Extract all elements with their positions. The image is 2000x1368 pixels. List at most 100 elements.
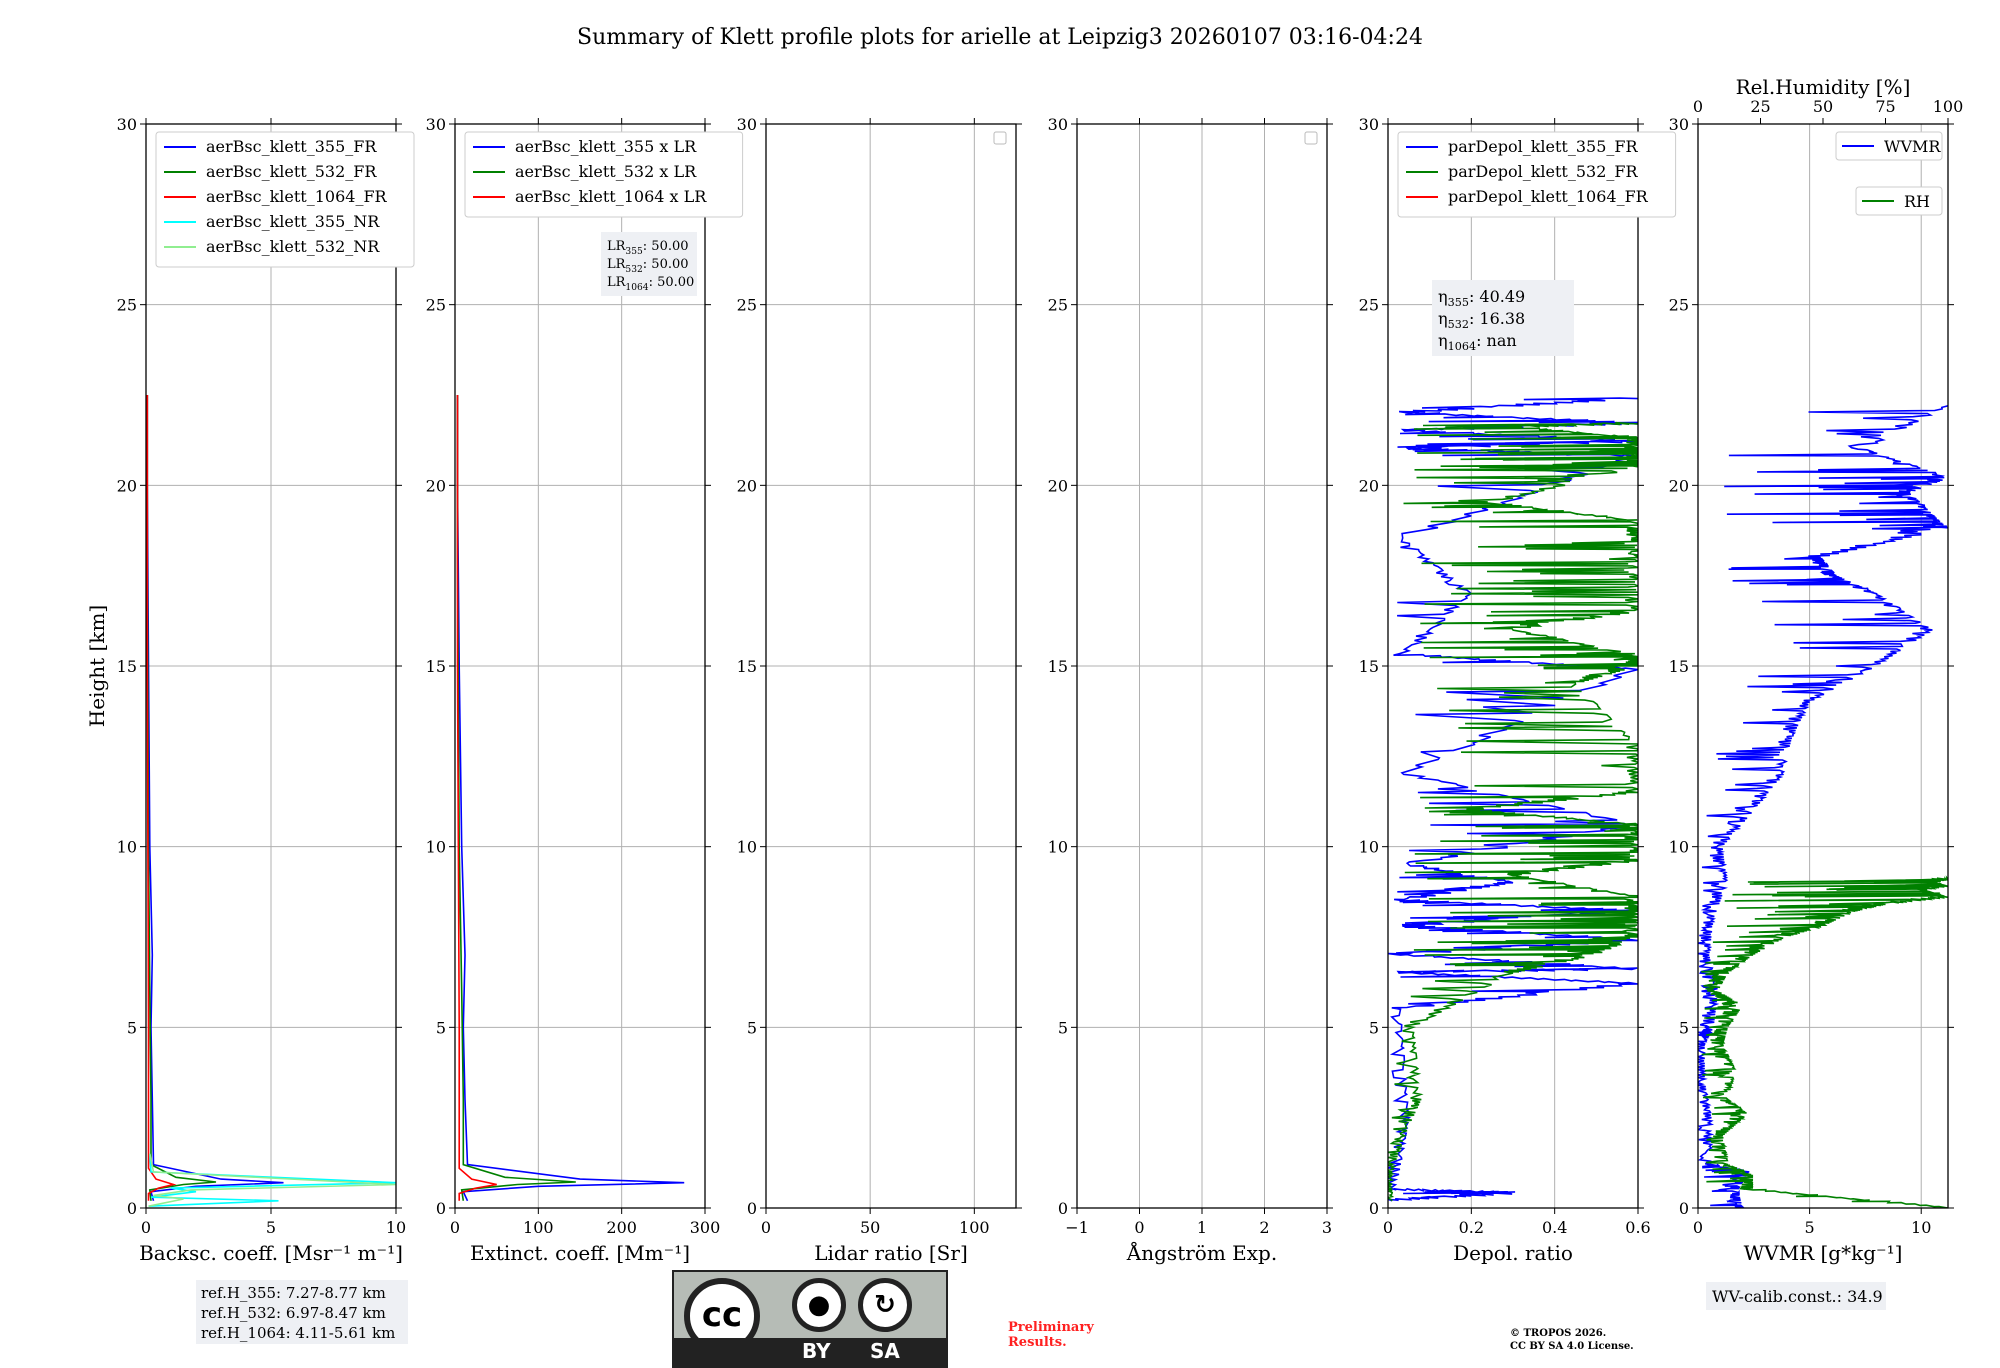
y-tick-label: 15: [426, 657, 446, 676]
annotation-label: η: [1438, 309, 1448, 328]
x-tick-label: 0.4: [1542, 1218, 1567, 1237]
y-tick-label: 5: [1679, 1018, 1689, 1037]
y-tick-label: 10: [1359, 838, 1379, 857]
series-aerBsc_klett_1064 x LR: [456, 395, 497, 1201]
annotation-box: [601, 232, 697, 296]
x-axis-label: Ångström Exp.: [1126, 1240, 1277, 1265]
series-aerBsc_klett_355_FR: [146, 395, 284, 1202]
person-icon: ●: [792, 1278, 846, 1332]
x-tick-label: 1: [1197, 1218, 1207, 1237]
x-tick-label: 5: [1805, 1218, 1815, 1237]
x-axis-label: Backsc. coeff. [Msr⁻¹ m⁻¹]: [139, 1241, 403, 1265]
series-RH: [1701, 875, 1948, 1208]
x-axis-label: WVMR [g*kg⁻¹]: [1744, 1241, 1903, 1265]
annotation-value: : 50.00: [643, 239, 689, 254]
legend-box: [1397, 131, 1677, 218]
x-tick-label: 0: [1693, 1218, 1703, 1237]
annotation-subscript: 355: [625, 247, 643, 257]
empty-legend-box: [1304, 131, 1318, 145]
y-tick-label: 30: [1359, 115, 1379, 134]
y-tick-label: 5: [127, 1018, 137, 1037]
legend-label: parDepol_klett_532_FR: [1448, 162, 1639, 181]
top-x-tick-label: 75: [1875, 97, 1895, 116]
preliminary-line-2: Results.: [1008, 1335, 1067, 1350]
series-parDepol_klett_355_FR: [1388, 397, 1638, 1202]
ref-height-532: ref.H_532: 6.97-8.47 km: [201, 1304, 386, 1322]
preliminary-line-1: Preliminary: [1008, 1320, 1094, 1335]
y-tick-label: 0: [436, 1199, 446, 1218]
copyright-line-1: © TROPOS 2026.: [1510, 1328, 1606, 1339]
x-tick-label: 50: [860, 1218, 880, 1237]
panel-lidar_ratio: 0 50 100 0 5 10 15 20 25 30 Lidar ratio [Sr]: [737, 115, 1022, 1265]
series-aerBsc_klett_355 x LR: [456, 395, 685, 1202]
series-aerBsc_klett_532_FR: [146, 395, 217, 1201]
legend-label: RH: [1904, 192, 1930, 211]
y-tick-label: 0: [127, 1199, 137, 1218]
x-tick-label: 0: [761, 1218, 771, 1237]
ref-height-box: ref.H_355: 7.27-8.77 km ref.H_532: 6.97-…: [196, 1280, 408, 1344]
wv-calib-const: WV-calib.const.: 34.9: [1712, 1287, 1883, 1306]
sa-label: SA: [870, 1339, 900, 1363]
x-tick-label: 0: [1134, 1218, 1144, 1237]
legend-label: aerBsc_klett_1064_FR: [206, 187, 388, 206]
top-x-tick-label: 0: [1693, 97, 1703, 116]
annotation-label: η: [1438, 331, 1448, 350]
y-tick-label: 15: [1669, 657, 1689, 676]
series-aerBsc_klett_1064_FR: [146, 395, 177, 1201]
series-aerBsc_klett_532 x LR: [456, 395, 576, 1201]
annotation-box: [1432, 280, 1574, 356]
legend-box: [1855, 186, 1943, 216]
x-tick-label: −1: [1065, 1218, 1089, 1237]
legend-label: aerBsc_klett_355_FR: [206, 137, 377, 156]
x-tick-label: 100: [959, 1218, 990, 1237]
y-tick-label: 10: [426, 838, 446, 857]
y-tick-label: 30: [426, 115, 446, 134]
series-aerBsc_klett_355_NR: [148, 1153, 396, 1207]
x-tick-label: 0: [141, 1218, 151, 1237]
annotation-line: LR1064: 50.00: [607, 275, 694, 293]
y-tick-label: 20: [426, 476, 446, 495]
figure-title: Summary of Klett profile plots for ariel…: [577, 25, 1423, 50]
y-tick-label: 25: [1669, 296, 1689, 315]
y-tick-label: 25: [426, 296, 446, 315]
annotation-value: : 40.49: [1469, 287, 1525, 306]
x-tick-label: 0: [1383, 1218, 1393, 1237]
y-tick-label: 20: [1359, 476, 1379, 495]
y-tick-label: 15: [117, 657, 137, 676]
y-tick-label: 30: [117, 115, 137, 134]
x-tick-label: 5: [266, 1218, 276, 1237]
y-tick-label: 30: [1669, 115, 1689, 134]
legend-label: aerBsc_klett_355_NR: [206, 212, 380, 231]
legend-box: [155, 131, 415, 268]
by-label: BY: [802, 1339, 831, 1363]
y-tick-label: 5: [436, 1018, 446, 1037]
legend-label: aerBsc_klett_355 x LR: [515, 137, 697, 156]
y-tick-label: 30: [1048, 115, 1068, 134]
y-tick-label: 0: [1679, 1199, 1689, 1218]
y-tick-label: 25: [1048, 296, 1068, 315]
legend-label: aerBsc_klett_1064 x LR: [515, 187, 707, 206]
annotation-subscript: 1064: [1448, 340, 1476, 353]
annotation-value: : 16.38: [1469, 309, 1525, 328]
y-tick-label: 25: [737, 296, 757, 315]
annotation-line: η532: 16.38: [1438, 309, 1525, 331]
x-tick-label: 0.2: [1459, 1218, 1484, 1237]
cc-by-sa-logo: cc ● ↻ BY SA: [672, 1270, 948, 1368]
x-tick-label: 10: [386, 1218, 406, 1237]
annotation-value: : 50.00: [643, 257, 689, 272]
legend-label: aerBsc_klett_532_NR: [206, 237, 380, 256]
wv-calib-box: WV-calib.const.: 34.9: [1706, 1282, 1886, 1310]
panel-backscatter: 0 5 10 0 5 10 15 20 25 30 Backsc. coeff. [Msr⁻¹ m⁻…: [85, 115, 415, 1265]
share-alike-icon: ↻: [858, 1278, 912, 1332]
annotation-line: LR355: 50.00: [607, 239, 689, 257]
y-tick-label: 10: [117, 838, 137, 857]
annotation-value: : 50.00: [649, 275, 695, 290]
top-x-tick-label: 50: [1813, 97, 1833, 116]
annotation-label: LR: [607, 257, 627, 272]
copyright-line-2: CC BY SA 4.0 License.: [1510, 1341, 1634, 1352]
legend-label: WVMR: [1884, 137, 1941, 156]
